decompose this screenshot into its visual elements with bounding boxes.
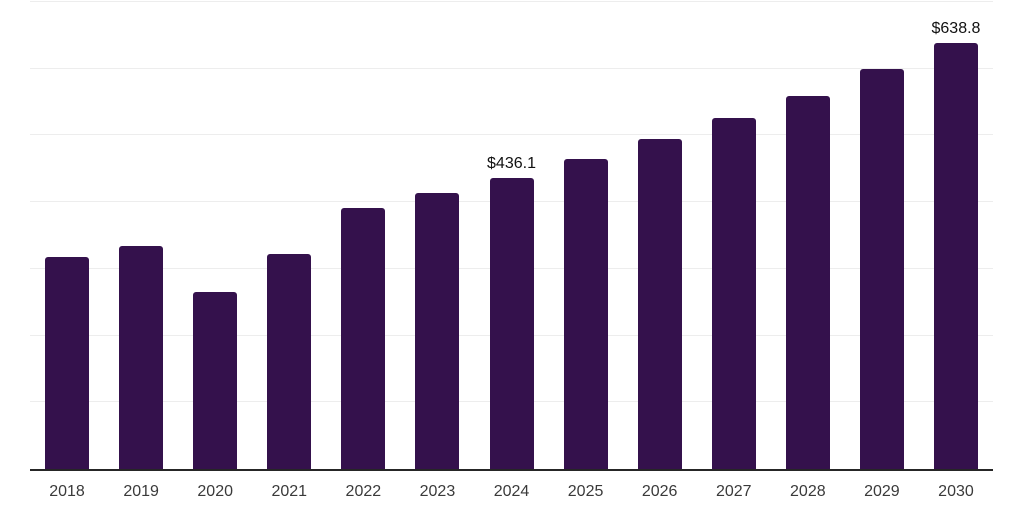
bar [637,138,682,469]
gridline [30,134,993,136]
x-tick-label: 2020 [197,483,233,500]
bar [415,193,460,469]
bar [45,256,90,469]
x-tick-label: 2021 [271,483,308,500]
x-tick-label: 2028 [790,483,826,500]
x-tick-label: 2025 [567,483,604,500]
bar-value-label: $436.1 [487,155,536,173]
x-tick-label: 2026 [641,483,678,500]
x-tick-label: 2030 [938,483,974,500]
x-tick-label: 2019 [123,483,159,500]
bar-slot [697,2,771,469]
x-axis-line [30,469,993,471]
x-axis-labels: 2018 2019 2020 2021 2022 2023 2024 2025 2026 2027… [30,484,993,500]
bar [193,292,238,469]
bar-slot [400,2,474,469]
bar-slot [771,2,845,469]
bar [563,158,608,469]
bar-slot [104,2,178,469]
x-tick-label: 2024 [493,483,530,500]
x-tick-label: 2027 [715,483,752,500]
bar-slot: $638.8 [919,2,993,469]
bar [785,95,830,469]
bar [341,208,386,469]
x-tick-label: 2023 [419,483,456,500]
bar-slot [178,2,252,469]
bar-slot [623,2,697,469]
bar: $436.1 [487,156,536,469]
bar [267,253,312,469]
bar-slot [549,2,623,469]
gridline [30,67,993,69]
x-tick-label: 2022 [345,483,382,500]
gridline [30,1,993,2]
x-tick-label: 2018 [49,483,85,500]
x-tick-label: 2029 [864,483,900,500]
bar-value-label: $638.8 [931,19,981,37]
bar-slot: $436.1 [474,2,548,469]
bar [859,69,904,469]
bar-slot [326,2,400,469]
bar [119,245,164,469]
bar-slot [252,2,326,469]
bar-slot [30,2,104,469]
bar: $638.8 [932,20,980,469]
bar-slot [845,2,919,469]
bar [711,117,756,469]
bars-container: $436.1 $638.8 [30,2,993,469]
plot-area: $436.1 $638.8 [30,1,993,471]
